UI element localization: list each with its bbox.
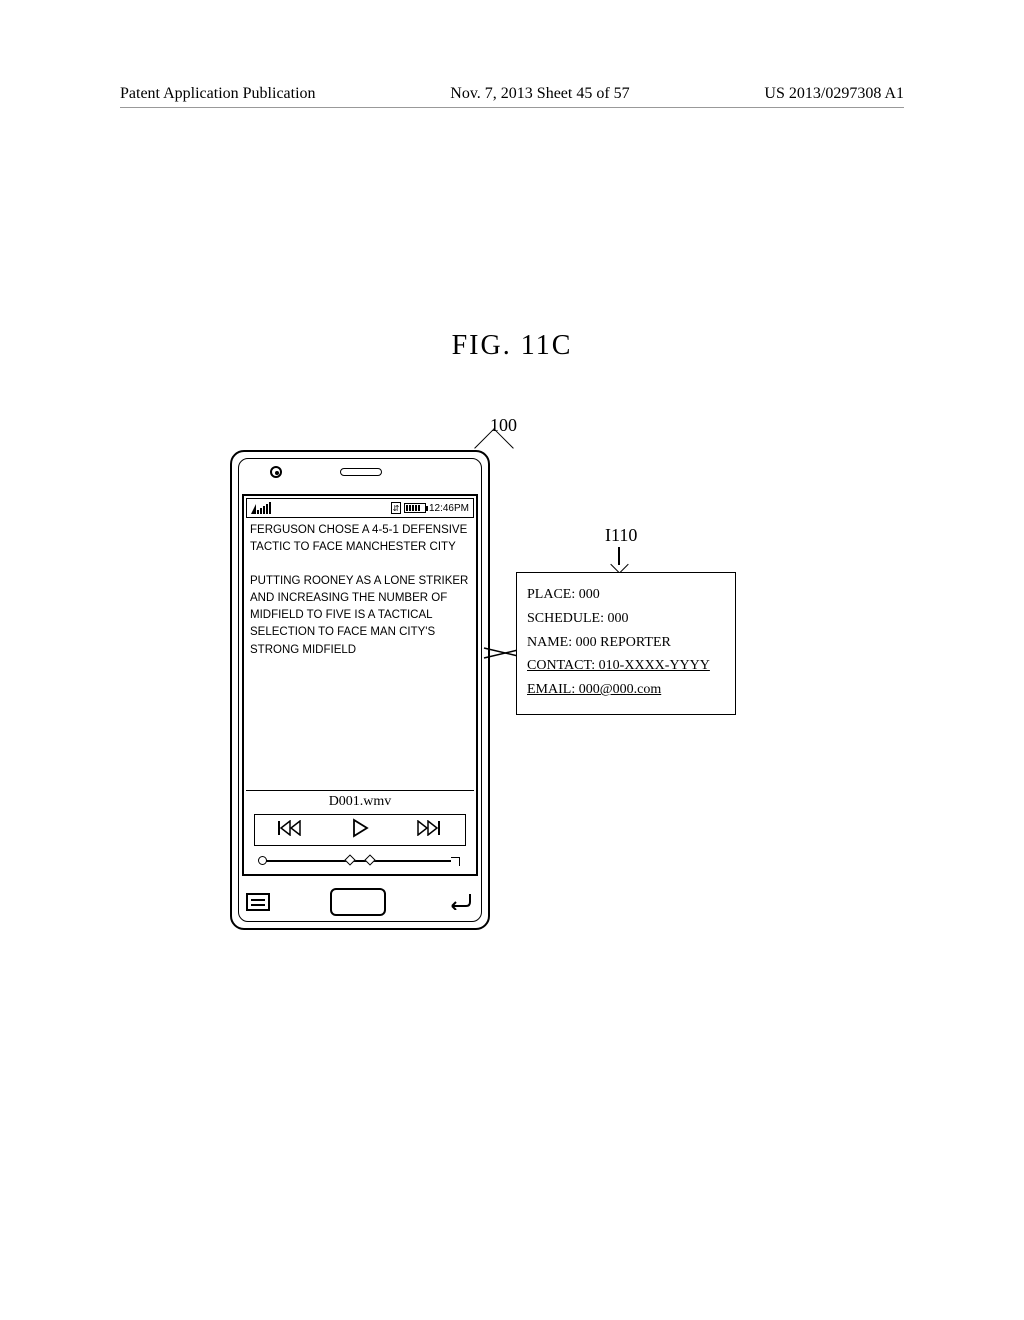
callout-email: EMAIL: 000@000.com bbox=[527, 678, 725, 702]
status-bar: ⇵ 12:46PM bbox=[246, 498, 474, 518]
rewind-button[interactable] bbox=[278, 820, 304, 841]
seek-slider[interactable] bbox=[258, 854, 462, 868]
callout-connector-line bbox=[484, 646, 520, 660]
signal-strength-icon bbox=[251, 502, 271, 514]
menu-button[interactable] bbox=[246, 893, 270, 911]
header-left: Patent Application Publication bbox=[120, 85, 316, 103]
figure-title: FIG. 11C bbox=[0, 330, 1024, 362]
back-button[interactable] bbox=[446, 890, 474, 915]
callout-place: PLACE: 000 bbox=[527, 583, 725, 607]
slider-marker-icon bbox=[364, 854, 375, 865]
callout-reference-label: I110 bbox=[605, 525, 637, 546]
phone-device: ⇵ 12:46PM FERGUSON CHOSE A 4-5-1 DEFENSI… bbox=[230, 450, 490, 930]
page-header: Patent Application Publication Nov. 7, 2… bbox=[120, 85, 904, 108]
callout-schedule: SCHEDULE: 000 bbox=[527, 607, 725, 631]
network-icon: ⇵ bbox=[391, 502, 401, 514]
media-filename: D001.wmv bbox=[246, 790, 474, 813]
home-button[interactable] bbox=[330, 888, 386, 916]
callout-name: NAME: 000 REPORTER bbox=[527, 631, 725, 655]
article-paragraph-1: FERGUSON CHOSE A 4-5-1 DEFENSIVE TACTIC … bbox=[250, 522, 470, 557]
camera-sensor-icon bbox=[270, 466, 282, 478]
play-button[interactable] bbox=[350, 818, 370, 843]
callout-contact: CONTACT: 010-XXXX-YYYY bbox=[527, 654, 725, 678]
phone-screen: ⇵ 12:46PM FERGUSON CHOSE A 4-5-1 DEFENSI… bbox=[242, 494, 478, 876]
slider-marker-icon bbox=[344, 854, 355, 865]
article-content: FERGUSON CHOSE A 4-5-1 DEFENSIVE TACTIC … bbox=[250, 522, 470, 659]
info-callout-box: PLACE: 000 SCHEDULE: 000 NAME: 000 REPOR… bbox=[516, 572, 736, 715]
clock-time: 12:46PM bbox=[429, 503, 469, 514]
speaker-grille-icon bbox=[340, 468, 382, 476]
phone-nav-buttons bbox=[246, 884, 474, 920]
battery-icon bbox=[404, 503, 426, 513]
header-center: Nov. 7, 2013 Sheet 45 of 57 bbox=[450, 85, 629, 103]
forward-button[interactable] bbox=[416, 820, 442, 841]
header-right: US 2013/0297308 A1 bbox=[764, 85, 904, 103]
article-paragraph-2: PUTTING ROONEY AS A LONE STRIKER AND INC… bbox=[250, 573, 470, 659]
slider-handle-icon[interactable] bbox=[258, 856, 267, 865]
media-controls bbox=[254, 814, 466, 846]
callout-leader-line bbox=[618, 547, 620, 565]
status-right: ⇵ 12:46PM bbox=[391, 502, 469, 514]
